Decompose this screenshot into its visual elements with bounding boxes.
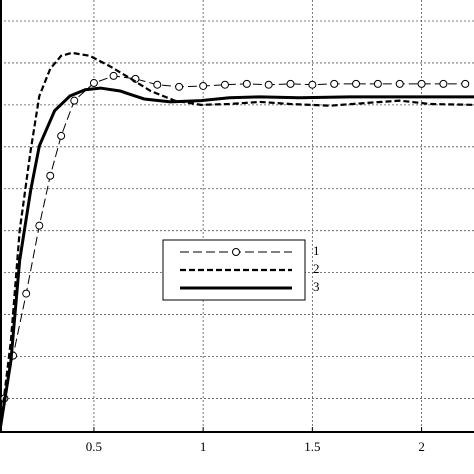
point (220, 80, 229, 89)
point (417, 79, 426, 88)
point (242, 79, 251, 88)
point (286, 79, 295, 88)
point (330, 79, 339, 88)
legend-label: 1 (313, 243, 320, 258)
point (461, 79, 470, 88)
series-line (0, 51, 474, 431)
point (395, 79, 404, 88)
legend-label: 3 (313, 279, 320, 294)
series-line (0, 86, 474, 431)
point (109, 71, 118, 80)
legend-marker (232, 248, 240, 256)
legend-label: 2 (313, 261, 320, 276)
point (264, 80, 273, 89)
x-tick-label: 0.5 (86, 439, 102, 454)
point (153, 80, 162, 89)
point (439, 79, 448, 88)
point (175, 82, 184, 91)
x-tick-label: 1.5 (304, 439, 320, 454)
point (46, 171, 55, 180)
point (373, 79, 382, 88)
point (35, 221, 44, 230)
point (22, 289, 31, 298)
series-line (3, 75, 466, 399)
point (89, 79, 98, 88)
x-tick-label: 1 (200, 439, 207, 454)
point (352, 79, 361, 88)
x-tick-label: 2 (418, 439, 425, 454)
point (57, 131, 66, 140)
point (70, 96, 79, 105)
point (308, 80, 317, 89)
point (199, 81, 208, 90)
